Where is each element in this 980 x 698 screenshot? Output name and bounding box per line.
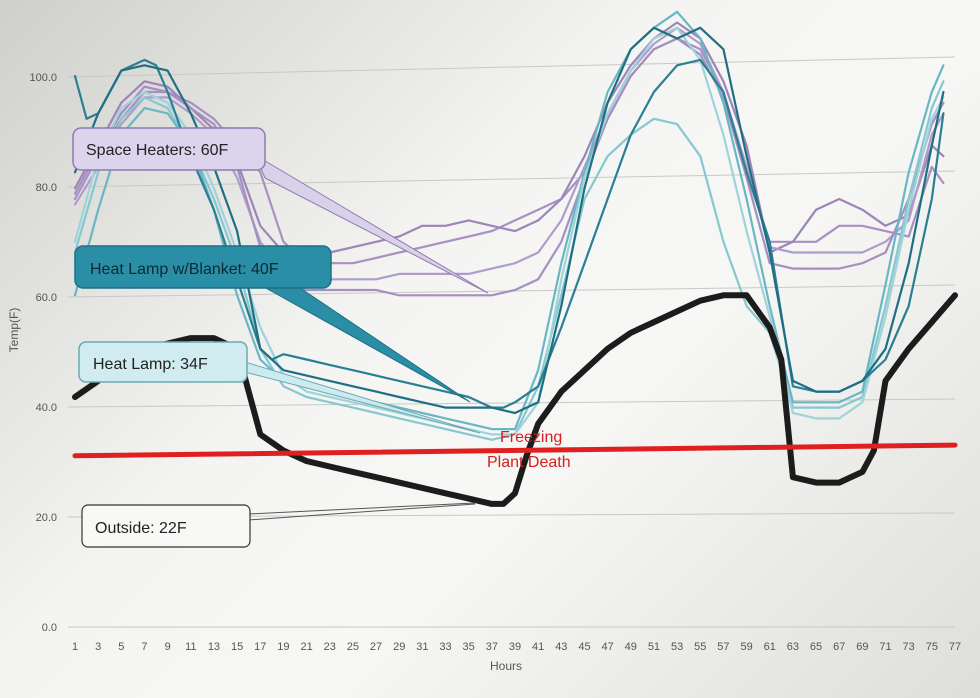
x-tick-69: 69 xyxy=(856,641,868,653)
y-axis-title: Temp(F) xyxy=(7,308,21,353)
series-line-freezing-10 xyxy=(72,442,958,459)
heat-lamp-blanket-label: Heat Lamp w/Blanket: 40F xyxy=(90,261,279,278)
x-tick-67: 67 xyxy=(833,641,845,653)
x-tick-23: 23 xyxy=(324,641,336,653)
x-tick-35: 35 xyxy=(463,641,475,653)
x-tick-77: 77 xyxy=(949,641,961,653)
x-tick-19: 19 xyxy=(277,641,289,653)
series-line-heat-lamp-blanket-5 xyxy=(73,26,945,415)
x-tick-57: 57 xyxy=(717,641,729,653)
heat-lamp-blanket-callout xyxy=(74,245,332,289)
x-tick-3: 3 xyxy=(95,641,101,653)
x-tick-15: 15 xyxy=(231,641,243,653)
x-tick-31: 31 xyxy=(416,641,428,653)
series-lines xyxy=(72,10,958,507)
x-tick-55: 55 xyxy=(694,641,706,653)
x-tick-47: 47 xyxy=(602,641,614,653)
x-tick-33: 33 xyxy=(439,641,451,653)
plant-death-label: Plant Death xyxy=(487,454,571,471)
x-tick-labels: 1 3 5 7 9 11 13 15 17 19 21 23 25 27 29 31 33 35 37 39 41 43 4… xyxy=(72,641,961,653)
x-tick-59: 59 xyxy=(740,641,752,653)
x-tick-41: 41 xyxy=(532,641,544,653)
x-tick-65: 65 xyxy=(810,641,822,653)
x-tick-13: 13 xyxy=(208,641,220,653)
y-tick-1: 20.0 xyxy=(36,512,57,524)
outside-callout xyxy=(81,504,251,548)
x-tick-71: 71 xyxy=(879,641,891,653)
space-heater-label: Space Heaters: 60F xyxy=(86,142,229,159)
y-tick-3: 60.0 xyxy=(36,292,57,304)
gridline-4 xyxy=(67,170,956,188)
series-line-heat-lamp-8 xyxy=(73,26,945,436)
heat-lamp-blanket-pointer xyxy=(254,281,471,403)
x-tick-51: 51 xyxy=(648,641,660,653)
gridline-5 xyxy=(67,56,956,78)
x-tick-1: 1 xyxy=(72,641,78,653)
freezing-label: Freezing xyxy=(500,429,562,446)
y-tick-labels: 0.0 20.0 40.0 60.0 80.0 100.0 xyxy=(29,72,57,634)
outside-label: Outside: 22F xyxy=(95,520,187,537)
x-tick-11: 11 xyxy=(185,641,196,653)
x-tick-17: 17 xyxy=(254,641,266,653)
series-line-outside-9 xyxy=(72,292,958,507)
series-line-heat-lamp-7 xyxy=(73,10,945,431)
y-tick-4: 80.0 xyxy=(36,182,57,194)
x-tick-43: 43 xyxy=(555,641,567,653)
y-tick-5: 100.0 xyxy=(29,72,57,84)
x-tick-73: 73 xyxy=(903,641,915,653)
x-tick-9: 9 xyxy=(165,641,171,653)
x-tick-25: 25 xyxy=(347,641,359,653)
x-tick-37: 37 xyxy=(486,641,498,653)
x-tick-21: 21 xyxy=(300,641,312,653)
x-tick-63: 63 xyxy=(787,641,799,653)
x-tick-75: 75 xyxy=(926,641,938,653)
y-tick-2: 40.0 xyxy=(36,402,57,414)
x-tick-49: 49 xyxy=(625,641,637,653)
heat-lamp-callout xyxy=(78,341,248,383)
space-heater-callout xyxy=(72,127,266,171)
x-tick-27: 27 xyxy=(370,641,382,653)
x-tick-53: 53 xyxy=(671,641,683,653)
x-tick-5: 5 xyxy=(118,641,124,653)
x-tick-39: 39 xyxy=(509,641,521,653)
y-tick-0: 0.0 xyxy=(42,622,57,634)
outside-pointer xyxy=(247,502,476,515)
heat-lamp-label: Heat Lamp: 34F xyxy=(93,356,208,373)
x-tick-7: 7 xyxy=(141,641,147,653)
x-tick-29: 29 xyxy=(393,641,405,653)
x-tick-61: 61 xyxy=(764,641,776,653)
x-tick-45: 45 xyxy=(578,641,590,653)
outside-pointer-2 xyxy=(247,503,476,521)
x-axis-title: Hours xyxy=(490,659,522,673)
